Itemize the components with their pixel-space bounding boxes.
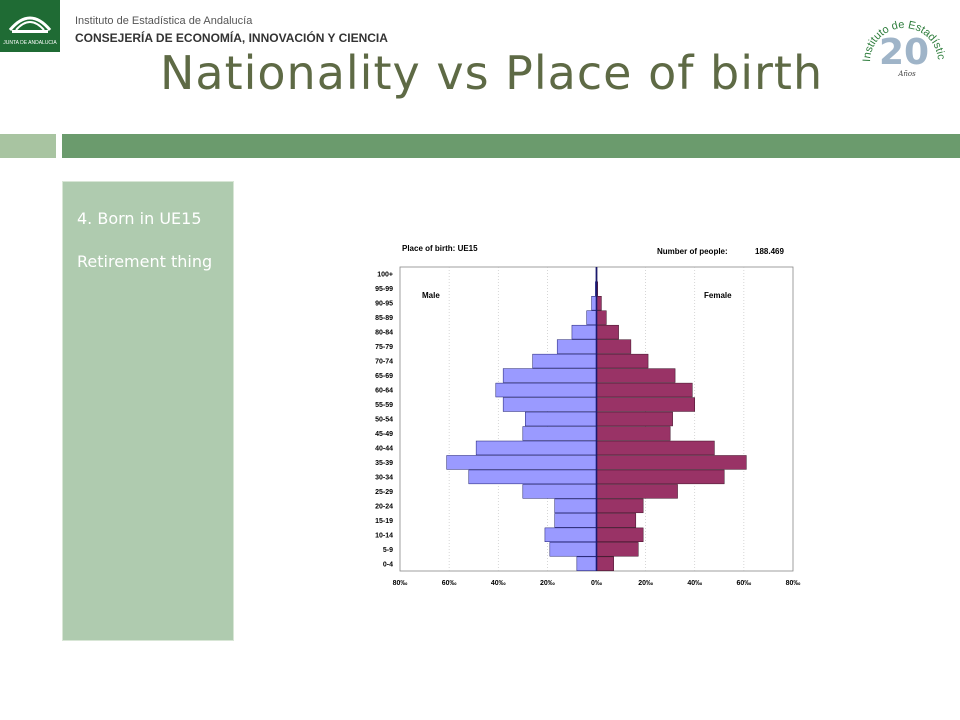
bars-group [446, 267, 747, 571]
age-labels: 0-4 5-9 10-14 15-19 20-24 25-29 30-34 35-39 40-4… [375, 272, 393, 569]
female-bar [596, 527, 644, 542]
age-label: 5-9 [383, 547, 393, 554]
male-bar [502, 368, 597, 383]
male-bar [522, 484, 597, 499]
panel-line-2: Retirement thing [77, 252, 213, 271]
female-bar [596, 513, 637, 528]
female-bar [596, 324, 619, 340]
chart-title: Place of birth: UE15 [402, 244, 478, 253]
age-label: 30-34 [375, 474, 393, 481]
age-label: 85-89 [375, 315, 393, 322]
age-label: 100+ [377, 272, 393, 279]
consejeria-name: CONSEJERÍA DE ECONOMÍA, INNOVACIÓN Y CIE… [75, 31, 388, 45]
male-bar [544, 527, 597, 542]
male-bar [571, 324, 597, 340]
female-bar [596, 411, 673, 427]
logo-right-years: 20 [879, 32, 929, 73]
age-label: 20-24 [375, 503, 393, 510]
female-bar [596, 310, 607, 325]
male-bar [522, 426, 597, 441]
x-tick-label: 40‰ [687, 580, 702, 587]
age-label: 50-54 [375, 417, 393, 424]
side-panel: 4. Born in UE15 Retirement thing [62, 181, 234, 641]
male-bar [495, 382, 597, 398]
female-bar [596, 440, 715, 456]
male-bar [556, 339, 597, 354]
panel-line-1: 4. Born in UE15 [77, 209, 202, 228]
population-pyramid-chart: Place of birth: UE15 Number of people: 1… [375, 244, 801, 587]
age-label: 25-29 [375, 489, 393, 496]
header-band-right [62, 134, 960, 158]
age-label: 45-49 [375, 431, 393, 438]
male-bar [554, 498, 597, 514]
x-tick-label: 40‰ [491, 580, 506, 587]
female-bar [596, 556, 614, 571]
header-band-left [0, 134, 56, 158]
x-tick-label: 0‰ [591, 580, 602, 587]
age-label: 40-44 [375, 445, 393, 452]
male-bar [549, 542, 597, 557]
male-bar [446, 455, 597, 470]
male-label: Male [422, 291, 440, 300]
female-bar [596, 455, 747, 470]
female-bar [596, 426, 671, 441]
anniversary-logo: Instituto de Estadística de Andalucía 20… [850, 0, 949, 97]
age-label: 35-39 [375, 460, 393, 467]
male-bar [468, 469, 597, 485]
junta-andalucia-logo: JUNTA DE ANDALUCIA [0, 0, 60, 52]
page-title: Nationality vs Place of birth [160, 46, 824, 100]
male-bar [554, 513, 597, 528]
male-bar [532, 353, 597, 369]
x-tick-label: 20‰ [638, 580, 653, 587]
female-bar [596, 339, 632, 354]
x-tick-label: 20‰ [540, 580, 555, 587]
male-bar [576, 556, 597, 571]
female-bar [596, 353, 649, 369]
x-tick-label: 80‰ [786, 580, 801, 587]
institute-name: Instituto de Estadística de Andalucía [75, 15, 253, 27]
female-label: Female [704, 291, 732, 300]
male-bar [586, 310, 597, 325]
age-label: 15-19 [375, 518, 393, 525]
age-label: 10-14 [375, 532, 393, 539]
male-bar [475, 440, 597, 456]
male-bar [525, 411, 597, 427]
x-tick-label: 60‰ [736, 580, 751, 587]
logo-left-text: JUNTA DE ANDALUCIA [3, 40, 57, 46]
male-bar [502, 397, 597, 412]
female-bar [596, 484, 678, 499]
female-bar [596, 368, 676, 383]
age-label: 65-69 [375, 373, 393, 380]
age-label: 80-84 [375, 330, 393, 337]
female-bar [596, 498, 644, 514]
female-bar [596, 397, 695, 412]
age-label: 90-95 [375, 301, 393, 308]
count-value: 188.469 [755, 247, 784, 256]
x-tick-labels: 80‰ 60‰ 40‰ 20‰ 0‰ 20‰ 40‰ 60‰ 80‰ [393, 580, 801, 587]
x-tick-label: 80‰ [393, 580, 408, 587]
count-label: Number of people: [657, 247, 728, 256]
age-label: 60-64 [375, 388, 393, 395]
age-label: 75-79 [375, 344, 393, 351]
age-label: 70-74 [375, 359, 393, 366]
logo-right-word: Años [897, 70, 916, 78]
female-bar [596, 542, 639, 557]
age-label: 0-4 [383, 561, 393, 568]
age-label: 95-99 [375, 286, 393, 293]
x-tick-label: 60‰ [442, 580, 457, 587]
age-label: 55-59 [375, 402, 393, 409]
female-bar [596, 469, 725, 485]
female-bar [596, 382, 693, 398]
